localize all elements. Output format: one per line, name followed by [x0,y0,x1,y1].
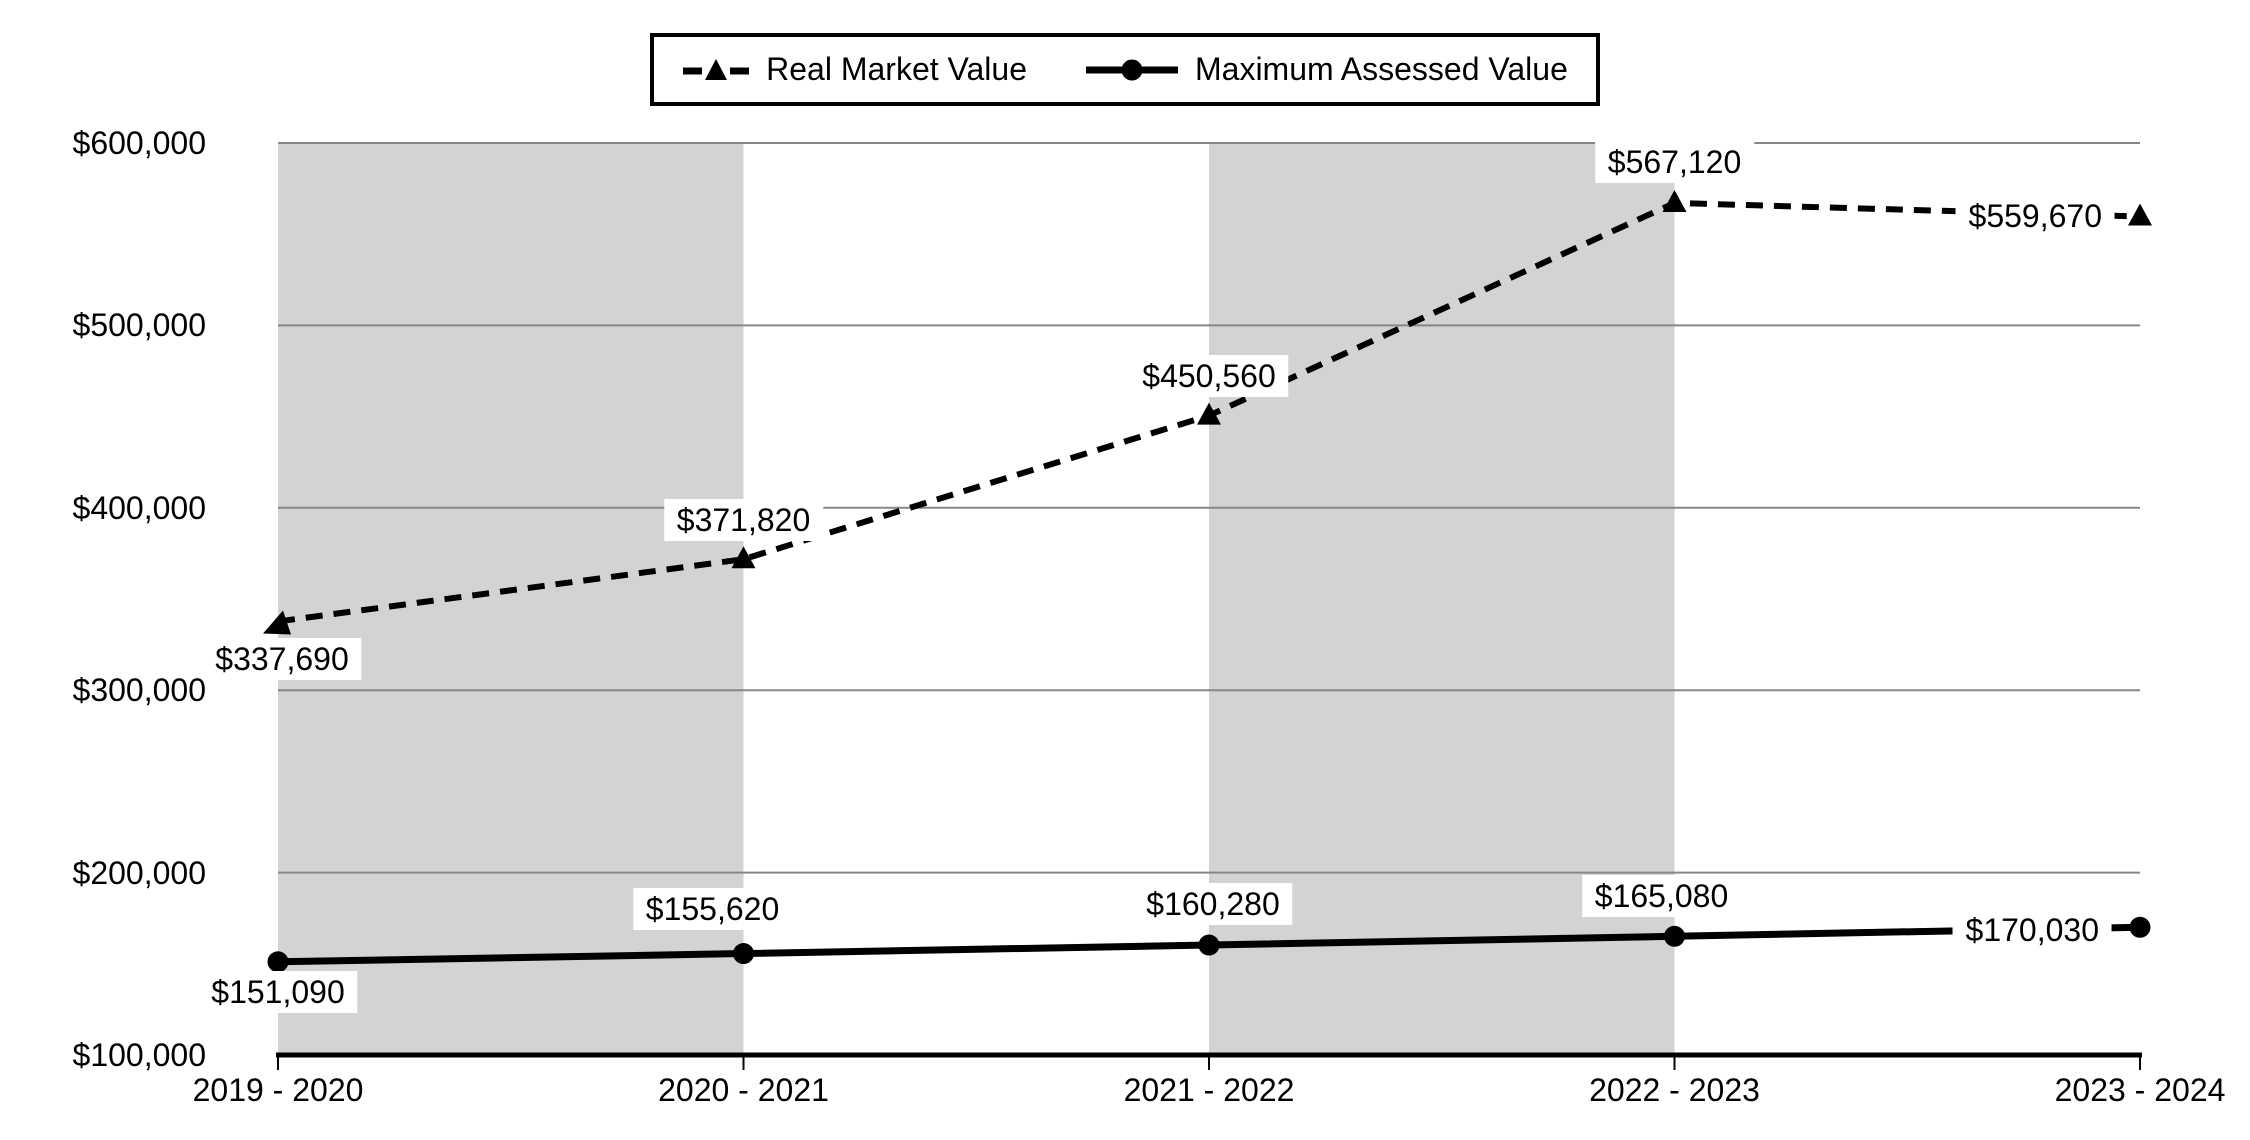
data-label-maximum-assessed-value: $165,080 [1581,875,1742,918]
y-axis-tick-label: $600,000 [72,125,206,161]
circle-marker-maximum-assessed-value [1198,934,1220,956]
data-label-real-market-value: $450,560 [1129,354,1289,397]
data-label-real-market-value: $567,120 [1594,140,1755,183]
y-axis-tick-label: $100,000 [72,1037,206,1073]
solid-line-circle-marker-icon [1085,59,1178,80]
x-axis-tick-label: 2023 - 2024 [2054,1072,2226,1108]
circle-marker-maximum-assessed-value [733,943,754,965]
dashed-line-triangle-marker-icon [683,58,750,80]
arrowhead-marker-real-market-value [263,610,291,635]
y-axis-tick-label: $400,000 [72,489,206,526]
x-axis-tick-label: 2019 - 2020 [192,1072,364,1108]
legend-item-maximum-assessed-value: Maximum Assessed Value [1085,51,1568,88]
circle-marker-maximum-assessed-value [2129,916,2151,938]
data-label-real-market-value: $337,690 [202,638,362,681]
x-axis-tick-label: 2022 - 2023 [1589,1072,1760,1108]
triangle-marker-real-market-value [731,546,756,569]
triangle-marker-real-market-value [2128,203,2152,226]
triangle-marker-real-market-value [1662,189,1687,212]
data-label-maximum-assessed-value: $151,090 [198,970,358,1013]
legend-label-real-market-value: Real Market Value [766,51,1027,87]
x-axis-tick-label: 2020 - 2021 [658,1072,829,1108]
circle-marker-maximum-assessed-value [1664,925,1685,947]
y-axis-tick-label: $500,000 [72,307,206,344]
legend: Real Market Value Maximum Assessed Value [650,33,1600,106]
x-axis-tick-label: 2021 - 2022 [1123,1072,1295,1108]
triangle-marker-real-market-value [1197,402,1221,425]
data-label-maximum-assessed-value: $170,030 [1952,909,2112,952]
y-axis-tick-label: $200,000 [72,854,206,891]
circle-marker-maximum-assessed-value [267,951,289,973]
data-label-maximum-assessed-value: $160,280 [1133,883,1293,926]
data-label-real-market-value: $559,670 [1955,194,2115,237]
data-label-real-market-value: $371,820 [663,499,824,542]
legend-label-maximum-assessed-value: Maximum Assessed Value [1194,51,1568,87]
data-label-maximum-assessed-value: $155,620 [632,887,793,930]
legend-item-real-market-value: Real Market Value [682,51,1027,88]
y-axis-tick-label: $300,000 [72,672,206,709]
